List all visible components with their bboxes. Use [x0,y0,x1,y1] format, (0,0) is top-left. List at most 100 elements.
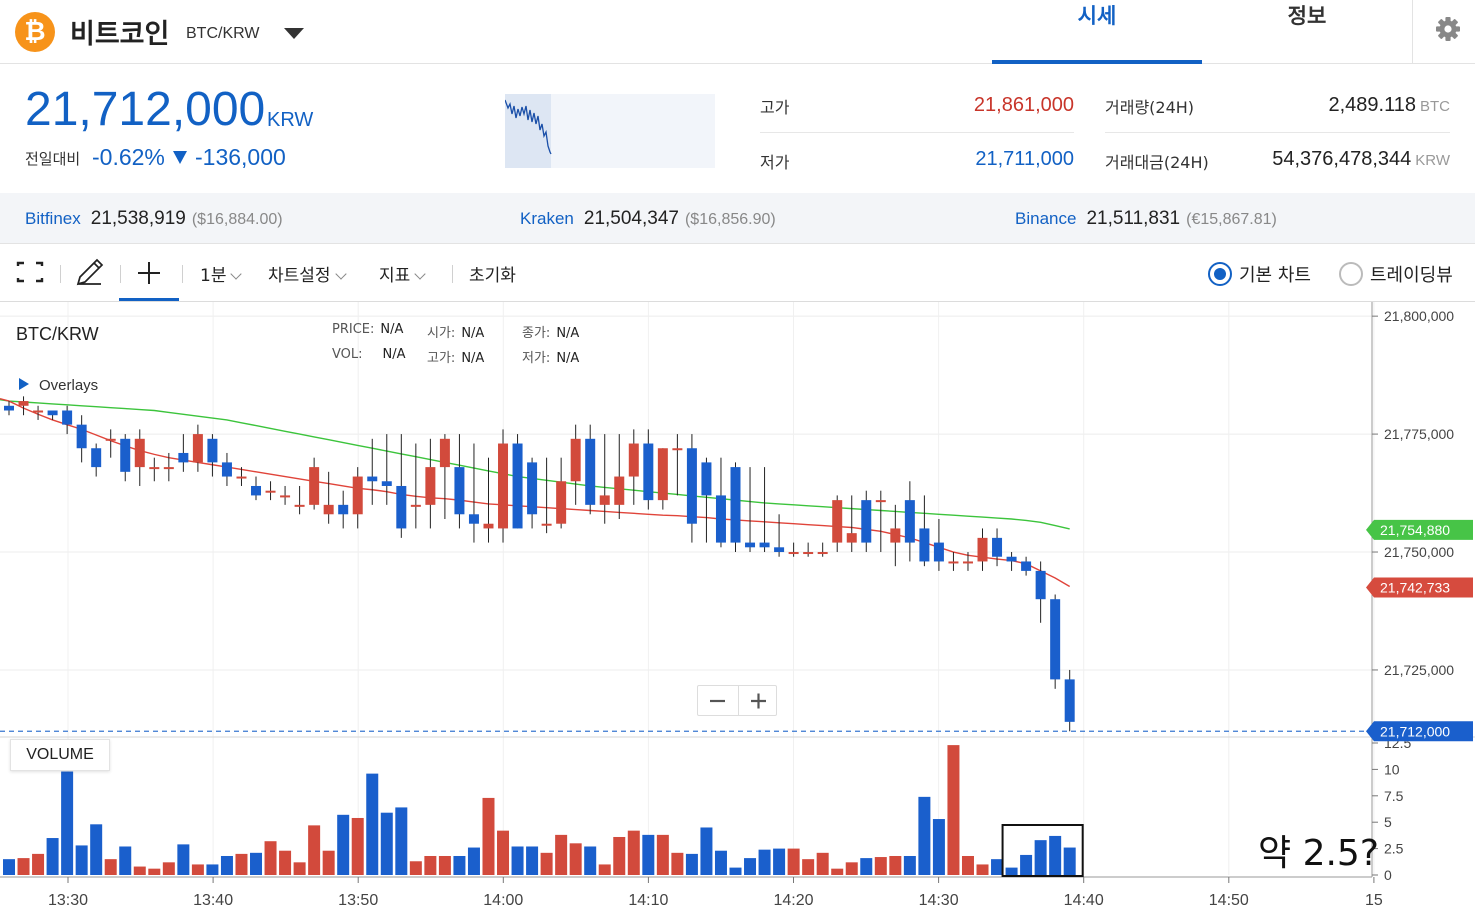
legend-close: 종가: N/A [522,322,579,341]
candle-body [672,448,683,451]
amount24h-value: 54,376,478,344 KRW [1220,148,1450,171]
chart-toolbar: 1분 차트설정 지표 초기화 기본 차트 트레이딩뷰 [0,245,1475,302]
gear-icon [1436,17,1460,41]
legend-price: PRICE: N/A [332,322,403,337]
volume-bar [453,855,466,875]
exchange-name[interactable]: Bitfinex [25,209,81,228]
legend-vol: VOL: N/A [332,347,406,362]
volume-bar [714,850,727,875]
candle-body [236,476,247,479]
legend-low-label: 저가: [522,351,551,366]
volume-bar [758,849,771,875]
legend-open-label: 시가: [427,326,456,341]
exchange-name[interactable]: Kraken [520,209,574,228]
stat-divider [760,132,1074,133]
change-rate: -0.62% [92,144,165,170]
toolbar-separator [60,265,61,283]
volume-bar [351,817,364,875]
basic-chart-label[interactable]: 기본 차트 [1239,265,1311,286]
basic-chart-radio[interactable] [1208,262,1232,286]
volume-tick-label: 7.5 [1384,788,1404,804]
settings-button[interactable] [1412,0,1475,64]
zoom-controls [697,685,777,716]
fullscreen-button[interactable] [10,245,50,301]
volume-bar [119,846,132,875]
volume-bar [250,852,263,875]
candle-body [207,438,218,463]
chart-canvas[interactable]: 21,800,000 21,775,000 21,750,000 21,725,000… [0,302,1475,921]
volume-bar [685,853,698,875]
candle-body [614,476,625,505]
time-tick-label: 13:50 [338,892,378,909]
volume-bar [831,868,844,875]
candle-body [381,481,392,486]
minus-icon [710,699,725,703]
volume-bar [264,841,277,875]
price-tick-label: 21,800,000 [1384,308,1454,324]
volume-bar [598,864,611,875]
price-unit: KRW [267,109,314,131]
candle-body [541,523,552,526]
volume-bar [961,855,974,875]
tradingview-radio[interactable] [1339,262,1363,286]
volume-bar [903,855,916,875]
candle-body [933,542,944,562]
interval-select[interactable]: 1분 [200,261,243,286]
crosshair-icon [138,262,160,284]
time-tick-label: 14:40 [1064,892,1104,909]
candle-body [1064,679,1075,722]
crosshair-button[interactable] [119,245,179,301]
chevron-down-icon [334,268,347,280]
ma-green-price-tag: 21,754,880 [1380,522,1450,538]
price-chart[interactable]: 21,800,000 21,775,000 21,750,000 21,725,000… [0,302,1475,921]
overlays-toggle[interactable]: Overlays [39,377,99,394]
candle-body [468,514,479,524]
tab-quote[interactable]: 시세 [992,0,1202,64]
candle-body [251,485,262,496]
chevron-down-icon [414,268,426,280]
candle-body [294,504,305,507]
plus-icon [751,693,766,709]
volume-bar [555,834,568,875]
legend-open: 시가: N/A [427,322,484,341]
volume-bar [744,858,757,875]
exchange-binance: Binance 21,511,831 (€15,867.81) [1015,208,1277,230]
tab-info[interactable]: 정보 [1287,4,1327,28]
candle-body [163,467,174,470]
zoom-in-button[interactable] [738,686,777,715]
candle-body [1035,570,1046,600]
coin-pair: BTC/KRW [186,25,260,42]
volume-bar [308,825,321,875]
volume-bar [1063,847,1076,875]
candle-body [701,462,712,496]
chart-settings-button[interactable]: 차트설정 [268,261,347,286]
indicators-label: 지표 [379,266,411,286]
volume-bar [802,859,815,875]
indicators-button[interactable]: 지표 [379,261,426,286]
exchange-ref-price: (€15,867.81) [1186,211,1277,228]
time-tick-label: 14:30 [919,892,959,909]
reset-button[interactable]: 초기화 [469,266,516,286]
coin-select-dropdown-icon[interactable] [284,28,304,39]
exchange-name[interactable]: Binance [1015,209,1077,228]
candle-body [657,448,668,501]
volume-bar [235,853,248,875]
tradingview-label[interactable]: 트레이딩뷰 [1370,265,1453,286]
legend-low: 저가: N/A [522,347,579,366]
draw-button[interactable] [70,245,110,301]
volume-bar [293,862,306,875]
expand-triangle-icon[interactable] [19,378,29,390]
volume-bar [90,824,103,875]
zoom-out-button[interactable] [698,686,737,715]
volume-bar [61,771,74,875]
volume-bar [424,855,437,875]
high-value: 21,861,000 [973,94,1074,116]
candle-body [556,481,567,524]
legend-open-value: N/A [461,326,485,341]
candle-body [730,467,741,543]
candle-body [759,542,770,548]
volume-bar [845,862,858,875]
current-price: 21,712,000 [25,83,266,136]
volume-bar [206,864,219,875]
low-value: 21,711,000 [975,148,1074,170]
